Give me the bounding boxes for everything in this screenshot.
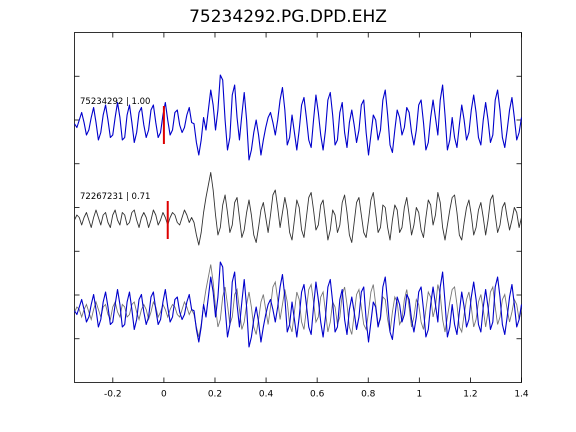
trace-line xyxy=(74,172,522,246)
trace-group: 75234292 | 1.00 72267231 | 0.71 xyxy=(74,74,523,348)
overlay-trace-line xyxy=(74,264,522,338)
x-tick-label: 0.8 xyxy=(361,390,376,400)
x-tick-label: 1 xyxy=(416,390,422,400)
axis-ticks: -0.2 0 0.2 0.4 0.6 0.8 1 1.2 1.4 xyxy=(74,32,529,400)
x-tick-label: 0.4 xyxy=(259,390,274,400)
x-tick-label: 0.2 xyxy=(208,390,222,400)
trace-label: 75234292 | 1.00 xyxy=(80,97,150,107)
x-tick-label: 1.2 xyxy=(463,390,477,400)
chart-title: 75234292.PG.DPD.EHZ xyxy=(189,7,387,27)
x-tick-label: 0.6 xyxy=(310,390,325,400)
overlay-trace-line xyxy=(74,261,523,348)
x-tick-label: 1.4 xyxy=(514,390,529,400)
x-tick-label: 0 xyxy=(161,390,167,400)
trace-label: 72267231 | 0.71 xyxy=(80,192,150,202)
x-tick-label: -0.2 xyxy=(104,390,122,400)
trace-line xyxy=(74,74,523,161)
